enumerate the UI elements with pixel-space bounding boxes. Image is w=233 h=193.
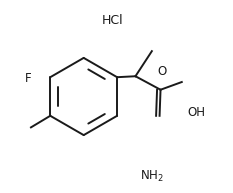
Text: F: F — [25, 72, 32, 85]
Text: OH: OH — [187, 106, 205, 119]
Text: O: O — [157, 65, 167, 78]
Text: NH$_2$: NH$_2$ — [140, 169, 164, 184]
Text: HCl: HCl — [102, 14, 123, 27]
